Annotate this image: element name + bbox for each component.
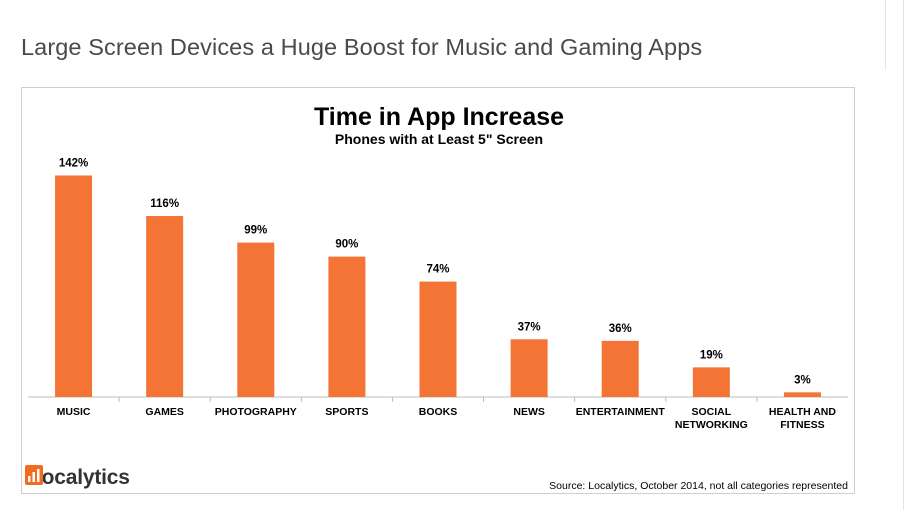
data-label-2: 99%: [244, 225, 267, 237]
data-label-6: 36%: [609, 323, 632, 335]
top-snippet: [260, 0, 730, 6]
bar-7: [692, 367, 730, 397]
bar-2: [237, 242, 275, 397]
page-divider: [903, 0, 904, 510]
chart-subtitle: Phones with at Least 5" Screen: [335, 131, 543, 147]
data-label-5: 37%: [518, 321, 541, 333]
data-label-8: 3%: [794, 374, 811, 386]
bar-1: [146, 216, 184, 397]
bar-chart-logo-icon: [25, 465, 43, 485]
bar-3: [328, 256, 366, 397]
bar-8: [783, 392, 821, 397]
plot-area: 142% MUSIC 116% GAMES 99% PHOTOGRAPHY 90% SPORT…: [28, 157, 848, 431]
logo-text: Localytics: [29, 466, 130, 489]
category-label-2: PHOTOGRAPHY: [215, 406, 297, 418]
chart-figure: Time in App Increase Phones with at Leas…: [21, 87, 855, 494]
localytics-logo: Localytics: [25, 465, 130, 491]
bar-chart: Time in App Increase Phones with at Leas…: [28, 103, 848, 492]
category-label-7-1: NETWORKING: [675, 419, 748, 431]
data-label-0: 142%: [59, 157, 88, 169]
bar-5: [510, 339, 548, 397]
category-label-5: NEWS: [513, 406, 545, 418]
category-label-8-0: HEALTH AND: [769, 406, 836, 418]
bar-0: [55, 175, 93, 397]
data-label-4: 74%: [426, 264, 449, 276]
chart-title: Time in App Increase: [314, 103, 564, 131]
data-label-7: 19%: [700, 349, 723, 361]
bar-6: [601, 340, 639, 397]
data-label-1: 116%: [150, 198, 179, 210]
page-divider-secondary: [885, 0, 886, 70]
category-label-6: ENTERTAINMENT: [576, 406, 666, 418]
category-label-4: BOOKS: [419, 406, 458, 418]
category-label-7-0: SOCIAL: [691, 406, 731, 418]
chart-source: Source: Localytics, October 2014, not al…: [549, 480, 848, 492]
category-label-0: MUSIC: [57, 406, 91, 418]
article-title: Large Screen Devices a Huge Boost for Mu…: [21, 34, 703, 60]
category-label-8-1: FITNESS: [780, 419, 824, 431]
data-label-3: 90%: [335, 239, 358, 251]
category-label-1: GAMES: [145, 406, 184, 418]
category-label-3: SPORTS: [325, 406, 368, 418]
bar-4: [419, 281, 457, 397]
